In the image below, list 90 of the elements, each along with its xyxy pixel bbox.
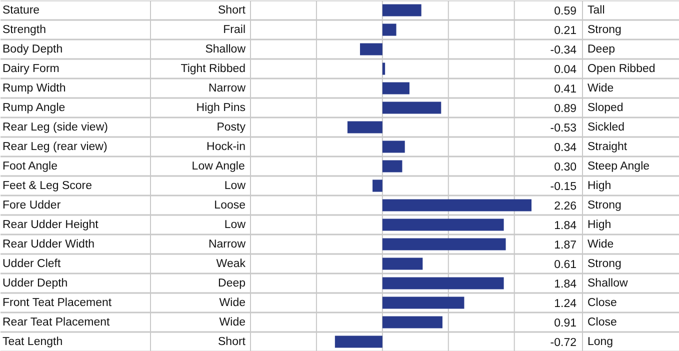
data-label: 0.41 [554, 83, 577, 96]
text: Long [588, 336, 614, 348]
data-label: -0.53 [550, 122, 577, 134]
y-tick-label: Rump Width [2, 82, 66, 94]
y-tick-label: Teat Length [2, 336, 63, 348]
y-tick-label: Stature [2, 4, 40, 16]
text: Narrow [208, 238, 246, 250]
text: Close [588, 316, 617, 328]
bar [372, 180, 382, 192]
data-label: -0.72 [550, 336, 577, 349]
bar [360, 43, 382, 56]
y-tick-label: Udder Depth [2, 277, 68, 290]
y-tick-label: Rump Angle [2, 102, 66, 114]
y-tick-label: Fore Udder [2, 199, 61, 212]
bar [382, 277, 504, 290]
y-tick-label: Dairy Form [2, 62, 60, 75]
data-label: 0.89 [554, 102, 577, 115]
bar [382, 258, 423, 270]
text: Close [588, 296, 617, 309]
bar [382, 296, 464, 309]
text: Strong [588, 24, 622, 36]
text: Low [224, 218, 246, 231]
text: Shallow [205, 43, 246, 56]
text: Wide [588, 82, 614, 94]
bar [382, 102, 442, 114]
text: Deep [218, 277, 246, 290]
bar [382, 199, 532, 212]
bar [382, 316, 442, 328]
text: Sickled [588, 121, 625, 134]
data-label: 0.04 [554, 64, 578, 76]
data-label: 1.24 [554, 298, 578, 310]
text: Narrow [208, 82, 246, 94]
data-label: 0.59 [554, 5, 577, 18]
bar [382, 140, 405, 153]
text: Open Ribbed [588, 62, 656, 75]
bar [382, 218, 504, 231]
data-label: 1.84 [554, 220, 578, 232]
y-tick-label: Feet & Leg Score [2, 180, 92, 192]
text: High Pins [196, 102, 246, 114]
y-tick-label: Front Teat Placement [2, 296, 112, 309]
bar [382, 24, 396, 36]
y-tick-label: Rear Leg (side view) [2, 121, 108, 134]
y-tick-label: Rear Teat Placement [2, 316, 110, 328]
data-label: 0.61 [554, 258, 577, 271]
text: Steep Angle [588, 160, 650, 172]
text: High [588, 218, 612, 231]
y-tick-label: Strength [2, 24, 46, 36]
text: Wide [588, 238, 614, 250]
text: Shallow [588, 277, 628, 290]
y-tick-label: Rear Udder Width [2, 238, 95, 250]
data-label: 2.26 [554, 200, 577, 212]
text: Wide [219, 316, 246, 328]
text: Weak [216, 258, 246, 270]
data-label: 0.91 [554, 317, 577, 330]
text: Straight [588, 140, 628, 153]
y-tick-label: Foot Angle [2, 160, 58, 172]
bar [334, 336, 382, 348]
data-label: 0.34 [554, 142, 578, 154]
text: Low Angle [192, 160, 245, 172]
bar [382, 82, 410, 94]
y-tick-label: Udder Cleft [2, 258, 62, 270]
text: Tight Ribbed [180, 62, 246, 75]
data-label: 1.87 [554, 239, 577, 252]
text: Posty [216, 121, 246, 134]
text: Hock-in [206, 140, 246, 153]
bar [382, 160, 402, 172]
text: Frail [223, 24, 246, 36]
text: Short [218, 4, 246, 16]
text: High [588, 180, 612, 192]
data-label: -0.15 [550, 180, 577, 193]
y-tick-label: Rear Udder Height [2, 218, 100, 231]
bar [347, 121, 382, 134]
data-label: 0.30 [554, 161, 577, 174]
text: Deep [588, 43, 615, 56]
y-tick-label: Rear Leg (rear view) [2, 140, 108, 153]
text: Strong [588, 199, 622, 212]
bar [382, 4, 422, 16]
y-tick-label: Body Depth [2, 43, 63, 56]
text: Wide [219, 296, 246, 309]
text: Short [218, 336, 246, 348]
text: Tall [588, 4, 605, 16]
text: Low [224, 180, 246, 192]
text: Sloped [588, 102, 624, 114]
bar [382, 238, 506, 250]
data-label: 1.84 [554, 278, 578, 290]
bar [382, 62, 386, 75]
data-label: 0.21 [554, 24, 577, 37]
data-label: -0.34 [550, 44, 578, 56]
text: Strong [588, 258, 622, 270]
text: Loose [214, 199, 246, 212]
